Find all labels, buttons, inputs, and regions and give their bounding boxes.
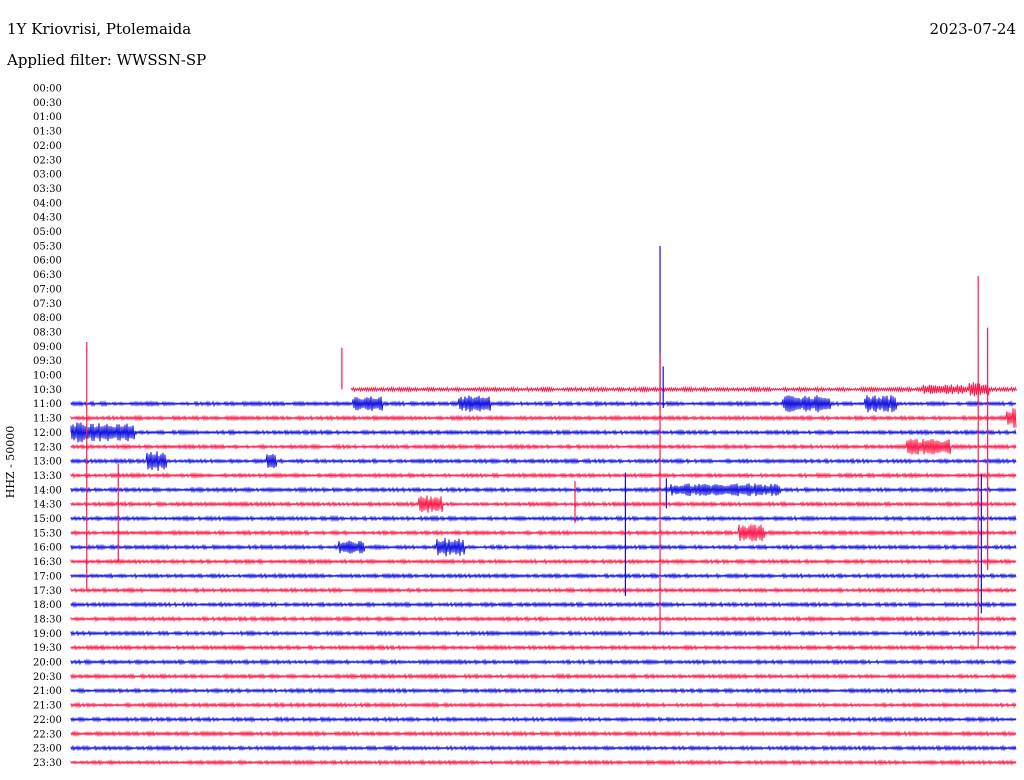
row-label-1830: 18:30 xyxy=(33,614,62,625)
row-label-0000: 00:00 xyxy=(33,84,62,95)
row-label-1600: 16:00 xyxy=(33,543,62,554)
row-label-2000: 20:00 xyxy=(33,658,62,669)
row-label-1400: 14:00 xyxy=(33,485,62,496)
trace-1630 xyxy=(70,557,1017,566)
row-label-0330: 03:30 xyxy=(33,184,62,195)
row-label-1330: 13:30 xyxy=(33,471,62,482)
row-label-2300: 23:00 xyxy=(33,744,62,755)
trace-2030 xyxy=(70,672,1017,680)
station-title: 1Y Kriovrisi, Ptolemaida xyxy=(7,20,192,38)
row-label-0800: 08:00 xyxy=(33,313,62,324)
row-label-0700: 07:00 xyxy=(33,284,62,295)
row-label-0300: 03:00 xyxy=(33,170,62,181)
trace-1100 xyxy=(70,395,1017,413)
row-label-0030: 00:30 xyxy=(33,98,62,109)
trace-1830 xyxy=(70,615,1017,623)
row-label-0430: 04:30 xyxy=(33,213,62,224)
trace-2100 xyxy=(70,687,1017,695)
trace-1900 xyxy=(70,629,1017,637)
y-axis-label: HHZ - 50000 xyxy=(4,426,17,499)
row-label-1500: 15:00 xyxy=(33,514,62,525)
events xyxy=(86,245,989,648)
trace-1930 xyxy=(70,644,1017,652)
row-label-1130: 11:30 xyxy=(33,414,62,425)
trace-1500 xyxy=(70,514,1017,523)
row-label-1300: 13:00 xyxy=(33,457,62,468)
row-label-2230: 22:30 xyxy=(33,729,62,740)
row-label-2200: 22:00 xyxy=(33,715,62,726)
trace-1030 xyxy=(350,382,1017,397)
row-label-1900: 19:00 xyxy=(33,629,62,640)
trace-1330 xyxy=(70,471,1017,480)
trace-1530 xyxy=(70,524,1017,542)
row-label-0100: 01:00 xyxy=(33,112,62,123)
traces xyxy=(70,382,1017,767)
row-label-1630: 16:30 xyxy=(33,557,62,568)
trace-1700 xyxy=(70,572,1017,580)
trace-2330 xyxy=(70,758,1017,767)
row-label-2330: 23:30 xyxy=(33,758,62,769)
row-label-1530: 15:30 xyxy=(33,528,62,539)
row-labels: 00:00 00:30 01:00 01:30 02:00 02:30 03:00 03:30… xyxy=(33,84,62,769)
row-label-1200: 12:00 xyxy=(33,428,62,439)
row-label-1800: 18:00 xyxy=(33,600,62,611)
row-label-1700: 17:00 xyxy=(33,571,62,582)
trace-2130 xyxy=(70,701,1017,709)
row-label-0200: 02:00 xyxy=(33,141,62,152)
trace-2000 xyxy=(70,658,1017,666)
row-label-0400: 04:00 xyxy=(33,198,62,209)
row-label-1930: 19:30 xyxy=(33,643,62,654)
row-label-1100: 11:00 xyxy=(33,399,62,410)
row-label-0730: 07:30 xyxy=(33,299,62,310)
row-label-0630: 06:30 xyxy=(33,270,62,281)
trace-1230 xyxy=(70,438,1017,455)
filter-label: Applied filter: WWSSN-SP xyxy=(7,51,207,69)
row-label-0900: 09:00 xyxy=(33,342,62,353)
row-label-1000: 10:00 xyxy=(33,371,62,382)
row-label-1030: 10:30 xyxy=(33,385,62,396)
row-label-0930: 09:30 xyxy=(33,356,62,367)
trace-1430 xyxy=(70,495,1017,513)
row-label-0530: 05:30 xyxy=(33,241,62,252)
row-label-2030: 20:30 xyxy=(33,672,62,683)
trace-1130 xyxy=(70,408,1017,429)
row-label-1430: 14:30 xyxy=(33,500,62,511)
row-label-1230: 12:30 xyxy=(33,442,62,453)
trace-1730 xyxy=(70,586,1017,594)
row-label-2130: 21:30 xyxy=(33,701,62,712)
trace-1400 xyxy=(70,483,1017,497)
row-label-0130: 01:30 xyxy=(33,127,62,138)
row-label-1730: 17:30 xyxy=(33,586,62,597)
row-label-0500: 05:00 xyxy=(33,227,62,238)
trace-1200 xyxy=(70,422,1017,443)
row-label-0830: 08:30 xyxy=(33,327,62,338)
row-label-2100: 21:00 xyxy=(33,686,62,697)
trace-2230 xyxy=(70,730,1017,738)
trace-1600 xyxy=(70,538,1017,557)
row-label-0230: 02:30 xyxy=(33,155,62,166)
row-label-0600: 06:00 xyxy=(33,256,62,267)
trace-1300 xyxy=(70,451,1017,471)
trace-2300 xyxy=(70,744,1017,752)
trace-1800 xyxy=(70,600,1017,609)
date-label: 2023-07-24 xyxy=(929,20,1016,38)
trace-2200 xyxy=(70,715,1017,724)
